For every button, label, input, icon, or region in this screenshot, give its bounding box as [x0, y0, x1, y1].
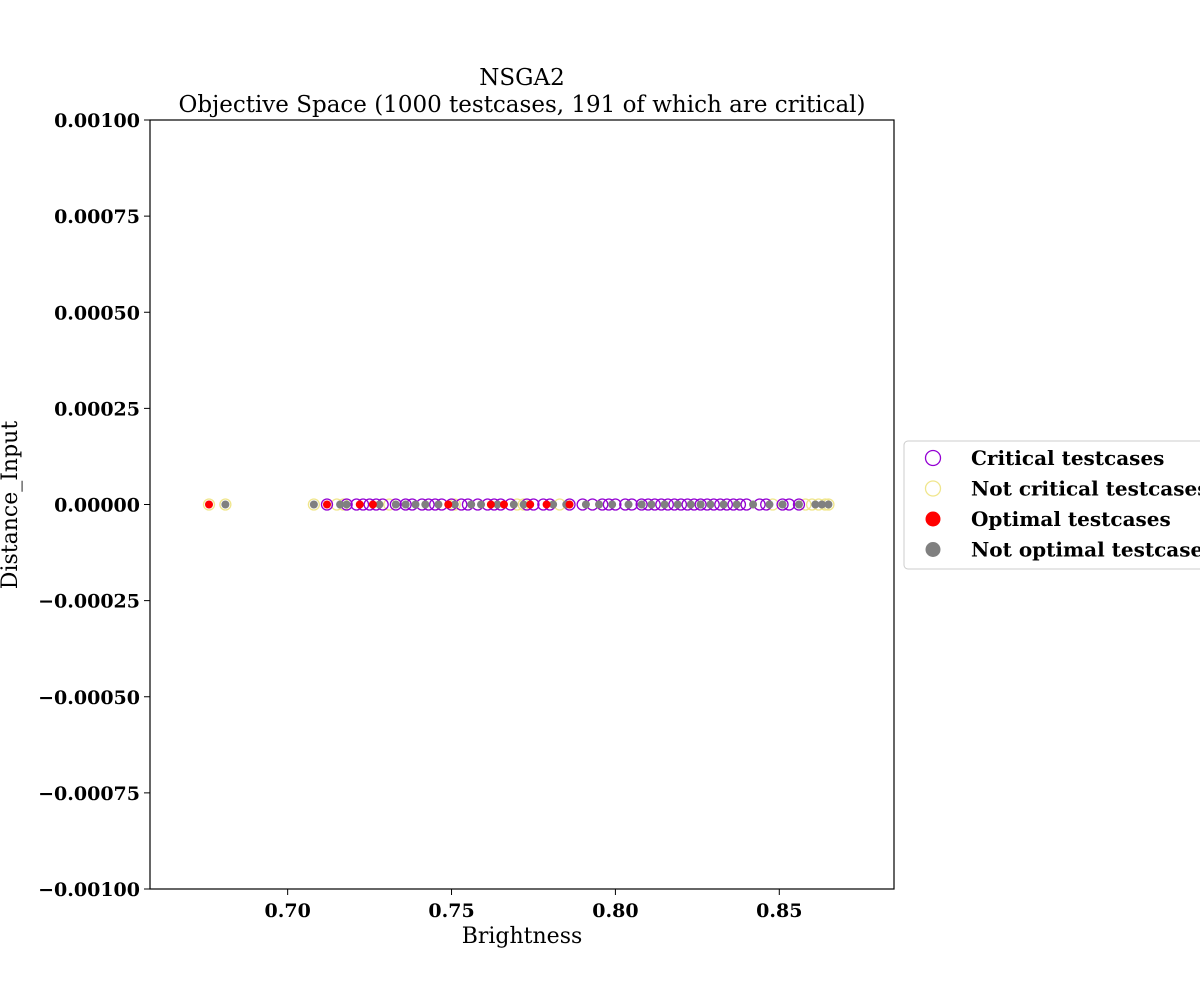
x-axis-label: Brightness — [462, 924, 583, 949]
legend-label-critical-testcases: Critical testcases — [971, 446, 1164, 470]
not-optimal-testcase-point — [509, 500, 518, 509]
not-optimal-testcase-point — [696, 500, 705, 509]
not-optimal-testcase-point — [309, 500, 318, 509]
y-axis: 0.00100 0.00075 0.00050 0.00025 0.00000 −0.00… — [38, 110, 150, 901]
optimal-testcase-point — [526, 500, 535, 509]
not-optimal-testcase-point — [467, 500, 476, 509]
optimal-testcase-point — [444, 500, 453, 509]
optimal-testcase-point — [204, 500, 213, 509]
critical-testcase-point — [399, 498, 412, 511]
y-tick-label: −0.00100 — [38, 879, 140, 901]
y-tick-label: 0.00050 — [54, 302, 140, 324]
y-tick-label: 0.00025 — [54, 398, 140, 420]
not-optimal-testcase-point — [411, 500, 420, 509]
x-tick-label: 0.75 — [428, 900, 474, 922]
not-optimal-testcase-point — [637, 500, 646, 509]
legend-marker-not-critical-testcases — [924, 480, 942, 497]
critical-testcase-point — [320, 498, 334, 511]
optimal-testcase-point — [486, 500, 495, 509]
not-optimal-testcase-point — [719, 500, 728, 509]
optimal-testcase-point — [368, 500, 377, 509]
not-optimal-testcase-point — [624, 500, 633, 509]
y-axis-label: Distance_Input — [0, 421, 23, 590]
not-optimal-testcase-point — [421, 500, 430, 509]
legend-frame — [903, 440, 1200, 570]
optimal-testcase-point — [542, 500, 551, 509]
not-optimal-testcase-point — [765, 500, 774, 509]
not-optimal-testcase-point — [706, 500, 715, 509]
critical-testcase-point — [389, 498, 402, 511]
not-critical-testcase-point — [202, 498, 216, 511]
not-optimal-testcase-point — [434, 500, 443, 509]
legend-label-not-critical-testcases: Not critical testcases — [971, 477, 1200, 501]
optimal-testcase-point — [565, 500, 574, 509]
not-optimal-testcase-point — [336, 500, 345, 509]
critical-testcase-point — [635, 498, 648, 511]
not-optimal-testcase-point — [581, 500, 590, 509]
optimal-testcase-point — [355, 500, 364, 509]
x-tick-label: 0.70 — [265, 900, 311, 922]
y-tick-label: −0.00025 — [38, 591, 140, 613]
legend-label-not-optimal-testcases: Not optimal testcases — [971, 538, 1200, 562]
not-optimal-testcase-point — [493, 500, 502, 509]
legend-label-optimal-testcases: Optimal testcases — [971, 507, 1171, 531]
y-tick-label: −0.00075 — [38, 783, 140, 805]
not-optimal-testcase-point — [375, 500, 384, 509]
critical-testcase-point — [694, 498, 707, 511]
data-points — [202, 498, 835, 511]
optimal-testcase-point — [499, 500, 508, 509]
not-optimal-testcase-point — [824, 500, 833, 509]
not-optimal-testcase-point — [811, 500, 820, 509]
chart-title: NSGA2 — [479, 65, 565, 91]
critical-testcase-point — [792, 498, 806, 511]
critical-testcase-point — [776, 498, 789, 511]
not-optimal-testcase-point — [817, 500, 826, 509]
legend-marker-not-optimal-testcases — [925, 542, 941, 557]
not-optimal-testcase-point — [342, 500, 351, 509]
not-optimal-testcase-point — [401, 500, 410, 509]
not-optimal-testcase-point — [221, 500, 230, 509]
chart-subtitle: Objective Space (1000 testcases, 191 of … — [179, 92, 866, 118]
not-optimal-testcase-point — [595, 500, 604, 509]
not-optimal-testcase-point — [519, 500, 528, 509]
not-optimal-testcase-point — [660, 500, 669, 509]
not-optimal-testcase-point — [673, 500, 682, 509]
y-tick-label: −0.00050 — [38, 687, 140, 709]
not-optimal-testcase-point — [477, 500, 486, 509]
not-optimal-testcase-point — [686, 500, 695, 509]
not-critical-testcase-point — [219, 498, 232, 511]
not-critical-testcase-point — [307, 498, 321, 511]
not-optimal-testcase-point — [794, 500, 803, 509]
legend: Critical testcases Not critical testcases… — [903, 440, 1200, 570]
not-optimal-testcase-point — [391, 500, 400, 509]
x-axis: 0.70 0.75 0.80 0.85 — [265, 889, 802, 922]
y-tick-label: 0.00100 — [54, 110, 140, 132]
x-tick-label: 0.85 — [756, 900, 802, 922]
not-optimal-testcase-point — [549, 500, 558, 509]
not-optimal-testcase-point — [608, 500, 617, 509]
y-tick-label: 0.00000 — [54, 495, 140, 517]
not-optimal-testcase-point — [778, 500, 787, 509]
x-tick-label: 0.80 — [592, 900, 638, 922]
legend-marker-critical-testcases — [924, 449, 942, 467]
optimal-testcase-point — [322, 500, 331, 509]
not-optimal-testcase-point — [749, 500, 758, 509]
legend-marker-optimal-testcases — [925, 511, 941, 527]
not-optimal-testcase-point — [732, 500, 741, 509]
not-optimal-testcase-point — [647, 500, 656, 509]
not-optimal-testcase-point — [450, 500, 459, 509]
y-tick-label: 0.00075 — [54, 206, 140, 228]
